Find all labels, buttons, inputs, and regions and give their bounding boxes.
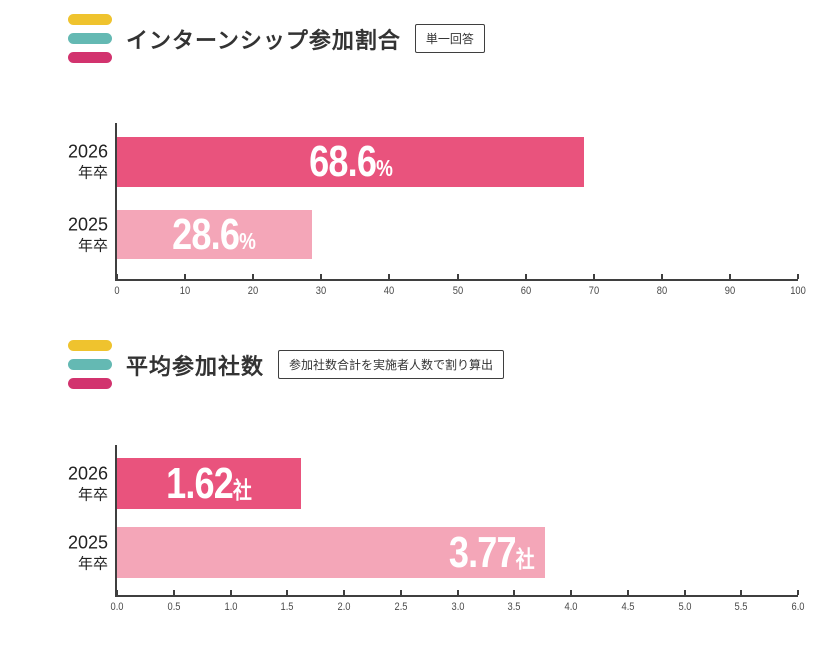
axis-tick-mark	[592, 274, 595, 279]
axis-tick-mark	[728, 274, 731, 279]
axis-tick-mark	[116, 274, 118, 279]
axis-tick-mark	[172, 590, 175, 595]
chart2-title: 平均参加社数	[126, 353, 265, 379]
axis-tick-label: 0	[114, 285, 120, 297]
axis-tick-label: 0.0	[110, 601, 124, 613]
axis-tick-label: 3.0	[450, 601, 465, 613]
chart1-plot-area: 68.6% 2026 年卒 28.6% 2025 年卒 0 10 20 30 40 50 60 70 80 9…	[68, 123, 806, 297]
axis-tick-label: 50	[452, 285, 463, 297]
axis-tick-mark	[513, 590, 516, 595]
value-unit: %	[239, 227, 257, 254]
chart2-badge: 参加社数合計を実施者人数で割り算出	[278, 350, 505, 379]
value-unit: %	[375, 155, 393, 181]
axis-tick-label: 1.0	[223, 601, 238, 613]
axis-tick-label: 5.0	[677, 601, 692, 613]
pink-pill-icon	[68, 378, 112, 389]
value-unit: 社	[232, 476, 252, 503]
bar-value-label: 28.6%	[163, 209, 265, 259]
axis-tick-label: 0.5	[167, 601, 181, 613]
axis-tick-label: 2.5	[394, 601, 408, 613]
category-label: 2026 年卒	[67, 463, 108, 504]
chart1-badge: 単一回答	[414, 24, 485, 53]
axis-tick-mark	[626, 590, 629, 595]
axis-tick-mark	[184, 274, 187, 279]
axis-tick-label: 1.5	[280, 601, 294, 613]
category-label: 2026 年卒	[67, 141, 108, 182]
axis-tick-label: 20	[247, 285, 259, 297]
bar-2026年卒: 68.6%	[117, 137, 585, 187]
category-label: 2025 年卒	[67, 532, 108, 573]
axis-tick-mark	[456, 590, 459, 595]
axis-tick-mark	[320, 274, 323, 279]
axis-tick-label: 30	[316, 285, 327, 297]
axis-tick-mark	[797, 274, 799, 279]
axis-tick-mark	[740, 590, 743, 595]
teal-pill-icon	[68, 359, 112, 370]
bar-2025年卒: 3.77社	[117, 527, 545, 578]
axis-tick-mark	[229, 590, 232, 595]
bar-value-label: 3.77社	[430, 527, 535, 577]
bar-2026年卒: 1.62社	[117, 458, 301, 509]
pink-pill-icon	[68, 52, 112, 63]
category-label: 2025 年卒	[67, 214, 108, 255]
axis-tick-mark	[399, 590, 402, 595]
axis-tick-label: 3.5	[507, 601, 521, 613]
axis-tick-label: 10	[179, 285, 191, 297]
value-number: 28.6	[172, 209, 241, 259]
axis-tick-label: 70	[588, 285, 599, 297]
axis-tick-label: 90	[724, 285, 736, 297]
value-number: 3.77	[449, 527, 517, 577]
axis-tick-mark	[683, 590, 686, 595]
bar-value-label: 1.62社	[157, 458, 262, 508]
legend-pills-icon	[68, 340, 112, 389]
axis-tick-mark	[286, 590, 289, 595]
value-number: 1.62	[166, 458, 234, 508]
axis-tick-label: 40	[384, 285, 395, 297]
axis-tick-mark	[797, 590, 799, 595]
teal-pill-icon	[68, 33, 112, 44]
axis-tick-mark	[524, 274, 527, 279]
axis-tick-label: 6.0	[791, 601, 805, 613]
legend-pills-icon	[68, 14, 112, 63]
axis-tick-mark	[570, 590, 572, 595]
chart2-header: 平均参加社数 参加社数合計を実施者人数で割り算出	[68, 340, 505, 389]
axis-tick-label: 100	[790, 285, 806, 297]
chart1-title: インターンシップ参加割合	[126, 27, 401, 53]
yellow-pill-icon	[68, 340, 112, 351]
axis-tick-mark	[252, 274, 255, 279]
axis-tick-label: 4.0	[564, 601, 578, 613]
axis-tick-mark	[456, 274, 459, 279]
chart1-header: インターンシップ参加割合 単一回答	[68, 14, 485, 63]
axis-tick-mark	[660, 274, 663, 279]
value-unit: 社	[516, 545, 535, 572]
axis-tick-mark	[388, 274, 391, 279]
bar-2025年卒: 28.6%	[117, 210, 312, 259]
value-number: 68.6	[308, 137, 377, 186]
axis-tick-label: 2.0	[337, 601, 351, 613]
axis-tick-label: 60	[520, 285, 531, 297]
axis-tick-label: 80	[656, 285, 668, 297]
axis-tick-mark	[343, 590, 345, 595]
chart2-plot-area: 1.62社 2026 年卒 3.77社 2025 年卒 0.0 0.5 1.0 1.5 2.0 2.5…	[68, 445, 805, 613]
axis-tick-label: 4.5	[621, 601, 635, 613]
axis-tick-label: 5.5	[734, 601, 748, 613]
axis-tick-mark	[116, 590, 118, 595]
yellow-pill-icon	[68, 14, 112, 25]
bar-value-label: 68.6%	[300, 140, 402, 184]
